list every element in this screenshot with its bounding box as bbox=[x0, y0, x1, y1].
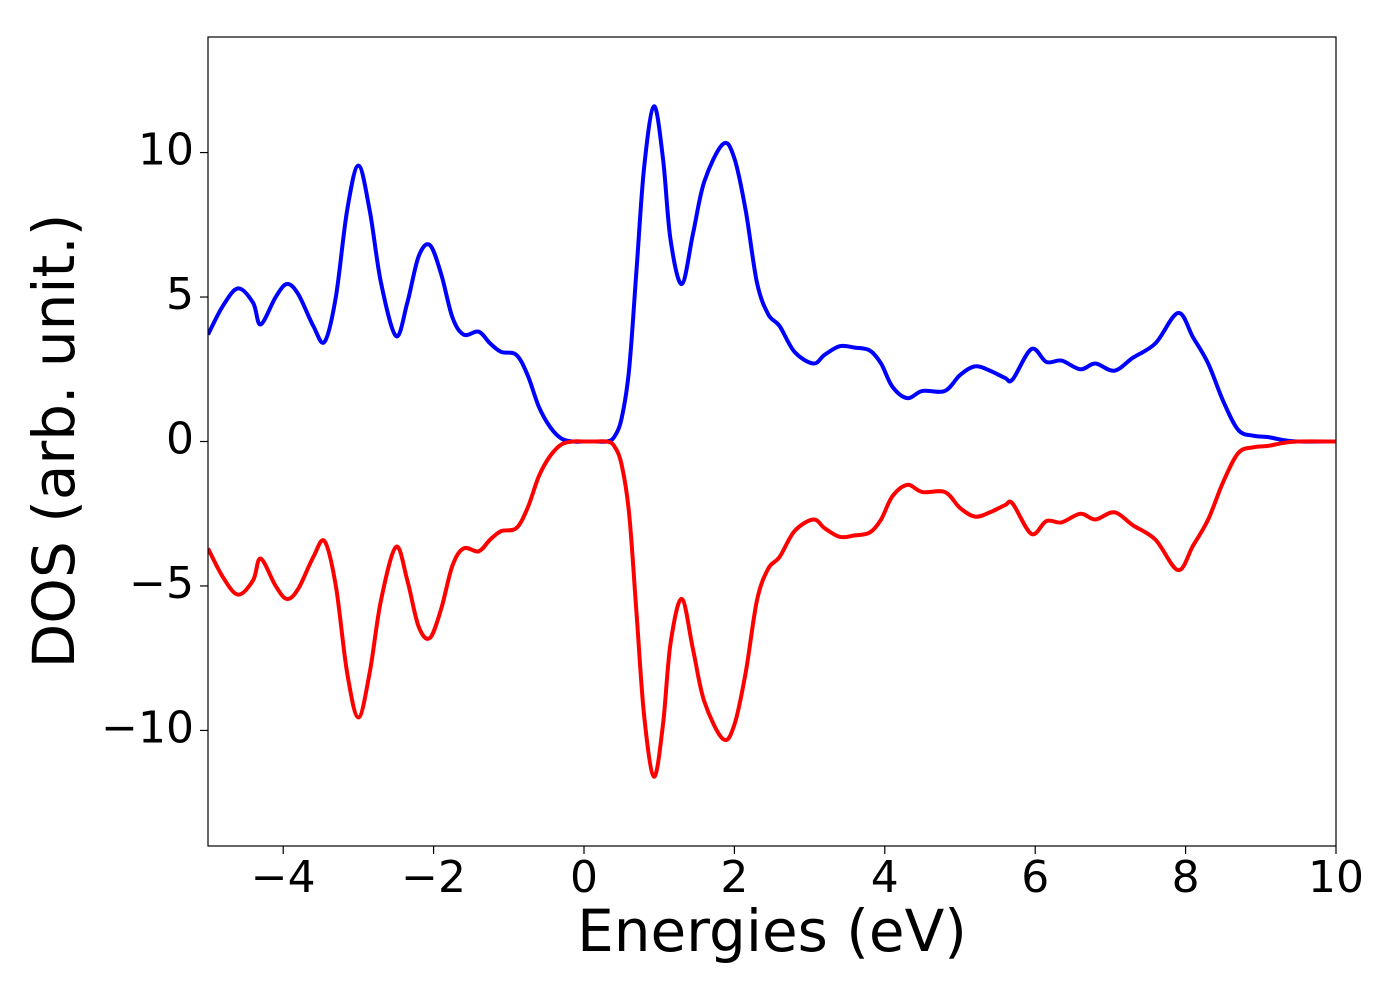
series-line bbox=[208, 104, 1336, 444]
plot-frame bbox=[207, 36, 1337, 847]
x-tick-label: −2 bbox=[401, 852, 466, 903]
y-tick-label: 0 bbox=[166, 414, 194, 465]
y-tick-label: 10 bbox=[138, 125, 194, 176]
x-tick-label: 6 bbox=[1021, 852, 1049, 903]
x-tick-label: −4 bbox=[251, 852, 316, 903]
x-tick-label: 0 bbox=[570, 852, 598, 903]
y-tick-label: −5 bbox=[129, 558, 194, 609]
plot-lines bbox=[208, 104, 1336, 779]
x-tick-label: 2 bbox=[720, 852, 748, 903]
x-axis-label: Energies (eV) bbox=[577, 897, 967, 965]
x-tick-label: 4 bbox=[871, 852, 899, 903]
y-tick-label: 5 bbox=[166, 269, 194, 320]
y-tick-label: −10 bbox=[101, 702, 194, 753]
x-tick-label: 10 bbox=[1308, 852, 1364, 903]
y-axis-label: DOS (arb. unit.) bbox=[20, 214, 88, 669]
x-tick-label: 8 bbox=[1172, 852, 1200, 903]
series-line bbox=[208, 439, 1336, 779]
